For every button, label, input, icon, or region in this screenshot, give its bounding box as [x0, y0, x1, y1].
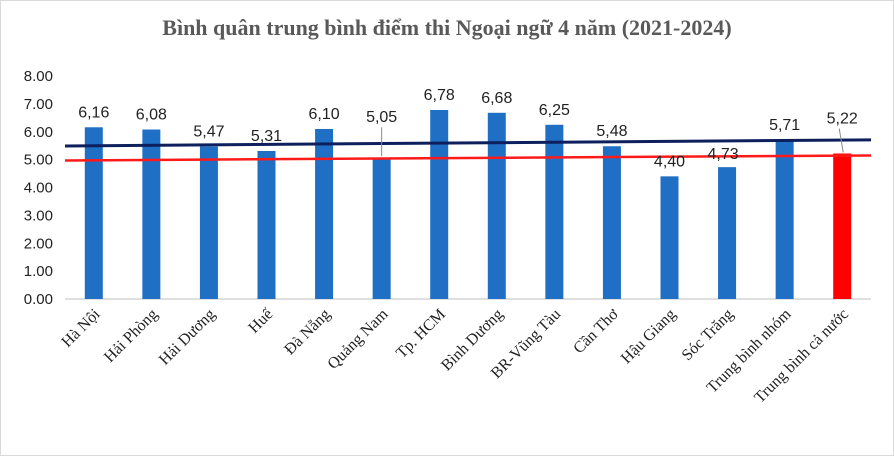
bar	[775, 139, 794, 299]
y-tick-label: 0.00	[24, 291, 53, 308]
x-tick-label: Hà Nội	[59, 305, 104, 350]
y-tick-label: 2.00	[24, 235, 53, 252]
x-tick-label: Đà Nẵng	[281, 306, 334, 359]
x-tick-label: Sóc Trăng	[679, 306, 737, 364]
data-label: 5,31	[251, 128, 282, 145]
x-tick-label: Cần Thơ	[570, 305, 622, 357]
x-tick-label: Hải Dương	[156, 306, 219, 369]
bar	[372, 158, 391, 299]
bar	[315, 128, 334, 299]
data-label: 5,22	[827, 110, 858, 127]
bar	[487, 112, 506, 299]
group-average-trend-line	[64, 138, 872, 148]
y-tick-label: 6.00	[24, 124, 53, 141]
x-tick-label: Huế	[245, 305, 277, 337]
bar	[545, 124, 564, 299]
bar	[142, 129, 161, 299]
data-label-leader-line	[838, 128, 844, 153]
x-tick-label: Tp. HCM	[393, 306, 449, 362]
bar	[833, 153, 852, 299]
data-label: 6,10	[309, 106, 340, 123]
chart-title: Bình quân trung bình điểm thi Ngoại ngữ …	[162, 15, 732, 40]
bar	[257, 150, 276, 299]
y-tick-label: 7.00	[24, 96, 53, 113]
x-tick-label: Hải Phòng	[101, 306, 161, 366]
bar	[718, 167, 737, 299]
data-label: 4,40	[654, 153, 685, 170]
data-label: 5,71	[769, 117, 800, 134]
y-tick-label: 8.00	[24, 68, 53, 85]
bar	[199, 146, 218, 299]
national-average-trend-line	[64, 154, 872, 162]
data-label: 5,05	[366, 109, 397, 126]
x-tick-label: Hậu Giang	[618, 306, 679, 367]
y-tick-label: 1.00	[24, 263, 53, 280]
data-label: 6,68	[481, 90, 512, 107]
x-tick-label: Quảng Nam	[324, 305, 391, 372]
data-label: 6,08	[136, 107, 167, 124]
bar	[84, 127, 103, 299]
bar	[660, 176, 679, 299]
data-label: 6,25	[539, 102, 570, 119]
bar	[602, 146, 621, 299]
bar	[430, 110, 449, 299]
data-label: 6,16	[78, 104, 109, 121]
y-tick-label: 5.00	[24, 152, 53, 169]
data-label: 4,73	[708, 146, 739, 163]
y-tick-label: 4.00	[24, 180, 53, 197]
data-label: 5,47	[193, 124, 224, 141]
data-label: 6,78	[424, 87, 455, 104]
data-label: 5,48	[596, 123, 627, 140]
y-tick-label: 3.00	[24, 207, 53, 224]
